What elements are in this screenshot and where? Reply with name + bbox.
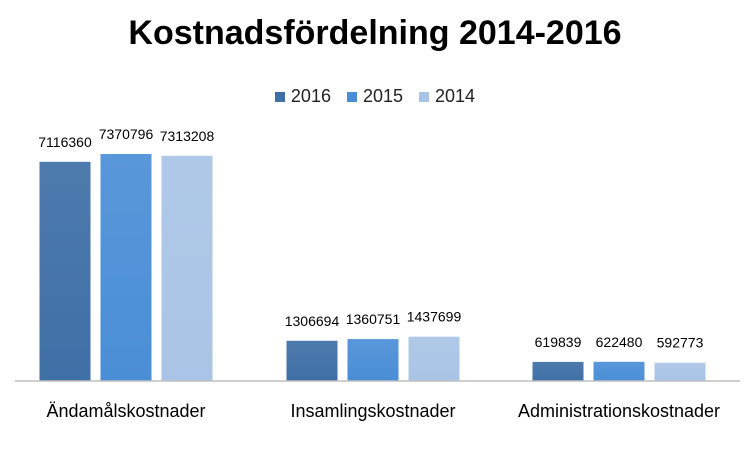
data-label: 619839 <box>535 334 582 350</box>
bar-2014-0 <box>161 155 213 381</box>
legend-swatch <box>419 91 430 102</box>
data-label: 1306694 <box>285 313 340 329</box>
legend-item-2016: 2016 <box>274 86 331 107</box>
data-label: 592773 <box>657 335 704 351</box>
data-label: 1437699 <box>407 309 462 325</box>
bar-2016-1 <box>286 340 338 381</box>
bar-2014-1 <box>408 336 460 381</box>
legend-swatch <box>346 91 357 102</box>
bar-2015-2 <box>593 361 645 381</box>
category-label: Administrationskostnader <box>518 401 720 421</box>
legend-swatch <box>274 91 285 102</box>
bar-2014-2 <box>654 362 706 381</box>
data-label: 7370796 <box>99 126 154 142</box>
chart-title: Kostnadsfördelning 2014-2016 <box>128 14 622 52</box>
data-label: 1360751 <box>346 311 401 327</box>
bar-2016-0 <box>39 161 91 381</box>
legend-item-2015: 2015 <box>346 86 404 107</box>
data-label: 7116360 <box>38 134 92 150</box>
legend-label: 2015 <box>362 86 404 106</box>
legend-item-2014: 2014 <box>419 86 475 107</box>
data-label: 622480 <box>596 334 643 350</box>
category-label: Insamlingskostnader <box>290 401 455 421</box>
bar-2015-1 <box>347 339 399 381</box>
bar-2015-0 <box>100 154 152 381</box>
category-label: Ändamålskostnader <box>46 401 205 421</box>
data-label: 7313208 <box>160 128 215 144</box>
legend: 2016 2015 2014 <box>0 86 750 107</box>
legend-label: 2014 <box>435 86 476 106</box>
bars-layer <box>39 154 706 381</box>
labels-layer: 7116360 7370796 7313208 Ändamålskostnader 13… <box>38 126 720 421</box>
bar-2016-2 <box>532 361 584 381</box>
legend-label: 2016 <box>290 86 331 106</box>
